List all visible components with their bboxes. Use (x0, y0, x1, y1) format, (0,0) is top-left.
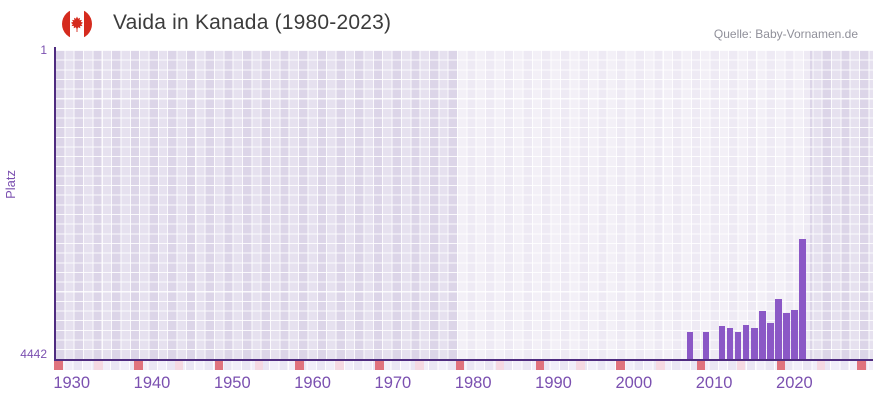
x-tick-label: 2020 (776, 374, 813, 392)
data-range-highlight-band (457, 50, 811, 359)
rank-bar-2019[interactable] (783, 313, 790, 359)
x-tick-label: 1940 (133, 374, 171, 392)
timeline-marker-pink (736, 360, 746, 370)
x-tick-label: 1980 (454, 374, 492, 392)
canada-flag-icon (62, 9, 92, 39)
rank-bar-2016[interactable] (759, 310, 766, 359)
x-tick-label: 1960 (294, 374, 331, 392)
y-axis-max-label: 1 (40, 43, 47, 57)
timeline-marker-red (214, 360, 224, 370)
rank-bar-2015[interactable] (751, 327, 758, 359)
timeline-marker-pink (415, 360, 424, 370)
x-tick-label: 1930 (53, 374, 91, 392)
timeline-marker-pink (576, 360, 585, 370)
x-tick-label: 2000 (615, 374, 653, 392)
timeline-marker-red (616, 360, 625, 370)
timeline-marker-pink (174, 360, 184, 370)
timeline-strip (54, 360, 873, 370)
x-tick-label: 1950 (213, 374, 251, 392)
rank-bar-2009[interactable] (702, 332, 710, 359)
rank-bar-2012[interactable] (726, 327, 734, 359)
y-axis-line (53, 47, 56, 361)
x-axis-line (53, 358, 873, 361)
timeline-marker-red (455, 360, 465, 370)
rank-bar-2021[interactable] (799, 238, 806, 359)
timeline-marker-pink (254, 360, 264, 370)
plot-area (55, 50, 873, 359)
bars-layer (55, 50, 873, 359)
timeline-marker-red (295, 360, 304, 370)
rank-bar-2020[interactable] (791, 310, 798, 359)
timeline-marker-red (535, 360, 545, 370)
rank-bar-2013[interactable] (734, 332, 742, 359)
y-axis-min-label: 4442 (20, 347, 47, 361)
rank-bar-2011[interactable] (718, 326, 726, 359)
timeline-marker-red (54, 360, 63, 370)
timeline-marker-pink (816, 360, 826, 370)
rank-bar-2007[interactable] (686, 332, 694, 359)
page-title: Vaida in Kanada (1980-2023) (113, 11, 392, 34)
timeline-marker-red (134, 360, 143, 370)
timeline-marker-pink (335, 360, 344, 370)
rank-bar-2014[interactable] (742, 325, 750, 359)
timeline-marker-red (696, 360, 706, 370)
source-credit-link[interactable]: Quelle: Baby-Vornamen.de (713, 27, 858, 41)
rank-bar-2017[interactable] (767, 323, 774, 359)
x-tick-label: 1970 (374, 374, 412, 392)
timeline-marker-pink (495, 360, 505, 370)
timeline-marker-red (857, 360, 866, 370)
timeline-marker-red (375, 360, 384, 370)
x-tick-label: 2010 (695, 374, 733, 392)
x-tick-label: 1990 (535, 374, 572, 392)
x-axis-tick-labels: 1930 1940 1950 1960 1970 1980 1990 2000 2010 2020 (0, 374, 873, 396)
timeline-marker-pink (656, 360, 665, 370)
timeline-marker-red (776, 360, 786, 370)
y-axis-title: Platz (3, 170, 18, 199)
rank-bar-2018[interactable] (775, 299, 782, 359)
timeline-marker-pink (94, 360, 103, 370)
